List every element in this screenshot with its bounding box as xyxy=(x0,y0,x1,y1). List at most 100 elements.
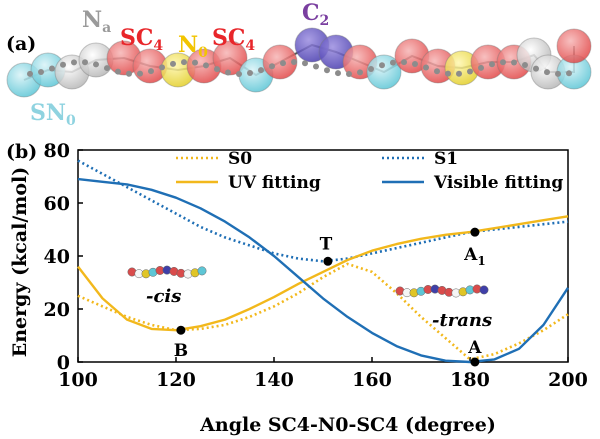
y-tick-label: 60 xyxy=(44,193,70,215)
atom xyxy=(500,59,506,66)
atom xyxy=(555,70,561,77)
atom xyxy=(467,68,473,75)
atom xyxy=(522,61,528,68)
y-tick-label: 0 xyxy=(57,352,70,374)
atom xyxy=(104,65,110,72)
atom xyxy=(511,59,517,66)
series-line-visible-fitting xyxy=(77,177,570,364)
x-tick-label: 100 xyxy=(58,369,98,391)
atom xyxy=(60,61,66,68)
atom xyxy=(401,59,407,66)
atom xyxy=(313,63,319,70)
atom xyxy=(137,70,143,77)
atom xyxy=(335,70,341,77)
atom xyxy=(291,59,297,66)
x-tick-label: 160 xyxy=(352,369,392,391)
y-tick-label: 20 xyxy=(44,299,70,321)
atom xyxy=(280,60,286,67)
atom xyxy=(412,61,418,68)
atom xyxy=(126,70,132,77)
sn0-label: SN0 xyxy=(30,100,76,129)
x-tick-label: 200 xyxy=(548,369,588,391)
atom xyxy=(390,59,396,66)
atom xyxy=(423,64,429,71)
atom xyxy=(236,70,242,77)
x-axis-title: Angle SC4-N0-SC4 (degree) xyxy=(199,414,496,436)
atom xyxy=(456,70,462,77)
atom xyxy=(27,70,33,77)
molecule-chain xyxy=(6,27,592,98)
series-line-uv-fitting xyxy=(77,215,569,332)
point-t xyxy=(323,256,333,266)
atom xyxy=(49,65,55,72)
sc4-left-label: SC4 xyxy=(120,25,163,54)
trans-molecule-inset xyxy=(395,284,489,298)
legend-label: S0 xyxy=(228,149,252,169)
legend: S0 S1 UV fitting Visible fitting xyxy=(176,149,563,193)
atom xyxy=(93,61,99,68)
bead xyxy=(556,28,592,64)
atom xyxy=(258,67,264,74)
atom xyxy=(247,70,253,77)
bead xyxy=(212,40,248,76)
atom xyxy=(170,60,176,67)
point-label-t: T xyxy=(320,234,333,254)
x-tick-label: 180 xyxy=(450,369,490,391)
panel-a-label: (a) xyxy=(6,33,36,55)
atom xyxy=(115,68,121,75)
atom xyxy=(357,69,363,76)
c2-label: C2 xyxy=(302,0,329,29)
x-tick-label: 120 xyxy=(156,369,196,391)
point-b xyxy=(176,325,186,335)
atom xyxy=(379,62,385,69)
atom xyxy=(346,70,352,77)
legend-label: UV fitting xyxy=(228,173,321,193)
atom xyxy=(445,70,451,77)
atom xyxy=(434,68,440,75)
atom xyxy=(324,67,330,74)
panel-b-label: (b) xyxy=(6,141,37,163)
y-tick-label: 40 xyxy=(44,246,70,268)
legend-label: S1 xyxy=(434,149,458,169)
legend-label: Visible fitting xyxy=(433,173,563,193)
point-a1 xyxy=(470,227,480,237)
cis-molecule-inset xyxy=(127,265,207,279)
atom xyxy=(192,59,198,66)
atom xyxy=(269,63,275,70)
atom xyxy=(148,68,154,75)
atom xyxy=(533,65,539,72)
series-line-s0 xyxy=(77,262,569,361)
atom xyxy=(203,62,209,69)
atom xyxy=(225,69,231,76)
y-axis-title: Energy (kcal/mol) xyxy=(9,167,31,358)
atom xyxy=(566,70,572,77)
atom xyxy=(368,66,374,73)
na-label: Na xyxy=(82,7,111,36)
atom xyxy=(38,69,44,76)
point-a xyxy=(470,357,480,367)
atom xyxy=(544,69,550,76)
atom xyxy=(489,61,495,68)
cis-label: -cis xyxy=(146,286,181,307)
axes: 100 120 140 160 180 200 0 20 40 60 80 xyxy=(44,140,588,391)
point-label-b: B xyxy=(174,341,188,361)
x-tick-label: 140 xyxy=(254,369,294,391)
point-label-a: A xyxy=(467,338,482,358)
labeled-points: B T A A1 xyxy=(174,227,486,367)
atom xyxy=(181,59,187,66)
inset-molecules xyxy=(127,265,489,298)
atom xyxy=(214,66,220,73)
point-label-a1: A1 xyxy=(463,245,486,268)
curves xyxy=(77,159,570,364)
energy-chart: 100 120 140 160 180 200 0 20 40 60 80 S0 S1 UV fitti… xyxy=(44,140,588,391)
y-tick-label: 80 xyxy=(44,140,70,162)
trans-label: -trans xyxy=(432,310,492,331)
atom xyxy=(302,60,308,67)
sc4-right-label: SC4 xyxy=(212,25,255,54)
atom xyxy=(82,59,88,66)
atom xyxy=(159,64,165,71)
atom xyxy=(71,59,77,66)
n0-label: N0 xyxy=(178,32,208,61)
atom xyxy=(478,64,484,71)
